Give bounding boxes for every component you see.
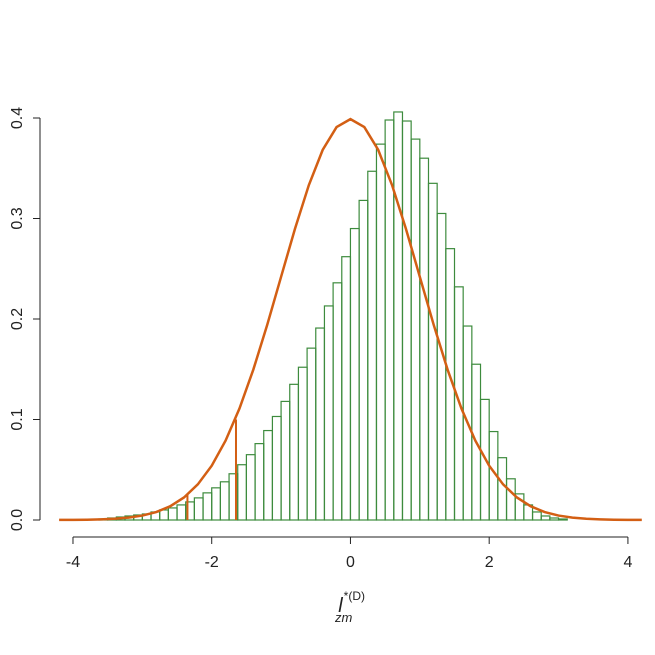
x-tick-label: 2 (485, 554, 494, 571)
bar (245, 454, 256, 521)
bar (315, 327, 326, 521)
bar (297, 366, 308, 521)
bar (401, 120, 412, 521)
bar (280, 400, 291, 521)
bar (540, 515, 551, 521)
bar (427, 182, 438, 521)
bar (367, 170, 378, 521)
y-tick-label: 0.3 (9, 207, 26, 229)
bar (237, 464, 247, 521)
bar (419, 157, 430, 521)
x-axis-label: l*(D) zm (334, 589, 365, 625)
bar (436, 212, 447, 521)
bar (271, 415, 282, 521)
bar (202, 492, 213, 521)
y-tick-label: 0.1 (9, 408, 26, 430)
x-tick-label: 4 (623, 554, 632, 571)
x-label-sup: *(D) (344, 589, 365, 603)
bar (211, 487, 221, 521)
bar (332, 282, 343, 521)
density-curve (59, 117, 642, 522)
x-tick-label: 0 (346, 554, 355, 571)
x-label-main: l (338, 595, 343, 617)
x-tick-label: -2 (205, 554, 219, 571)
bar (410, 138, 421, 521)
bar (531, 511, 542, 521)
bar (549, 517, 560, 521)
bar (557, 518, 568, 521)
x-tick-label: -4 (66, 554, 80, 571)
bar (219, 481, 230, 521)
bar (159, 509, 169, 521)
bar (289, 383, 300, 521)
bar (193, 497, 204, 521)
bar (176, 504, 187, 521)
bar (505, 478, 516, 521)
bar (167, 507, 178, 521)
bar (358, 199, 369, 521)
bar (341, 256, 352, 521)
x-label-sub: zm (334, 610, 353, 625)
bar (375, 143, 386, 521)
bar (306, 347, 317, 521)
y-tick-label: 0.4 (9, 107, 26, 129)
y-tick-label: 0.0 (9, 509, 26, 531)
bar (349, 227, 360, 521)
bar (497, 457, 508, 521)
bar (263, 429, 274, 521)
bar (393, 111, 404, 521)
y-tick-label: 0.2 (9, 308, 26, 330)
bar (323, 305, 334, 521)
bar (254, 443, 265, 521)
